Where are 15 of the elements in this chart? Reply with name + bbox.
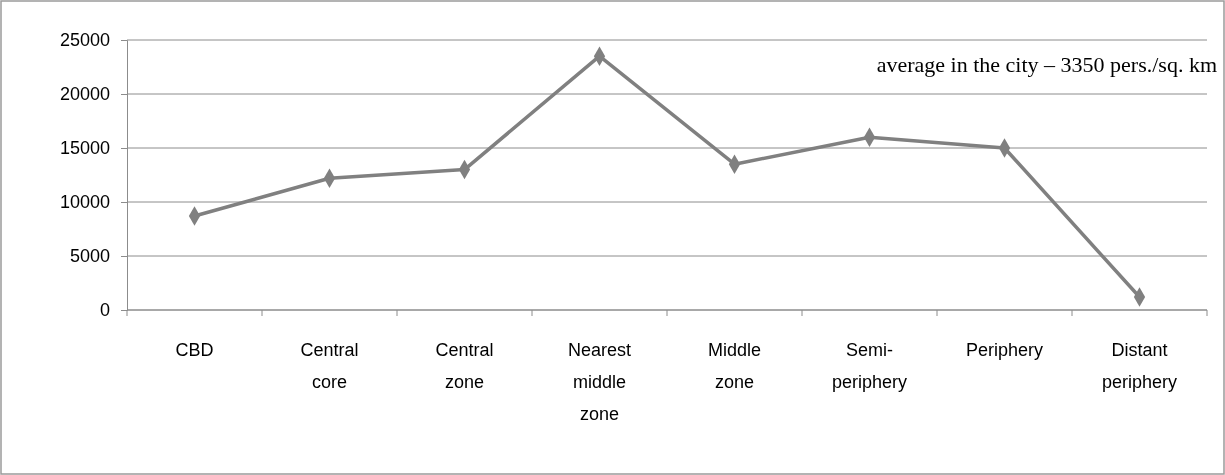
y-tick-label: 0 — [99, 300, 110, 321]
x-tick-label: Nearest middle zone — [567, 340, 632, 424]
x-tick-label: Central zone — [435, 340, 494, 392]
x-tick-label: Central core — [300, 340, 359, 392]
x-tick-label: Distant periphery — [1101, 340, 1178, 392]
y-tick-label: 25000 — [59, 30, 110, 51]
y-tick-label: 5000 — [69, 246, 110, 267]
x-tick-label: Middle zone — [707, 340, 762, 392]
y-tick-label: 15000 — [59, 138, 110, 159]
x-tick-label: Periphery — [965, 340, 1044, 360]
y-tick-label: 10000 — [59, 192, 110, 213]
x-tick-label: Semi-periphery — [831, 340, 908, 392]
annotation: average in the city – 3350 pers./sq. km — [876, 52, 1217, 77]
x-tick-label: CBD — [175, 340, 214, 360]
y-tick-label: 20000 — [59, 84, 110, 105]
